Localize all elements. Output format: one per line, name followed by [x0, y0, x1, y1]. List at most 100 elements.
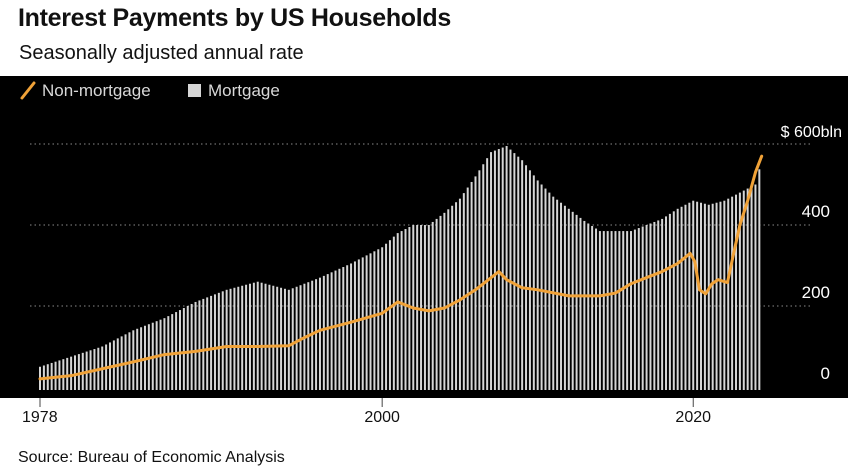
mortgage-bar [462, 193, 465, 390]
mortgage-bar [575, 214, 578, 391]
mortgage-bar [517, 156, 520, 390]
mortgage-bar [342, 267, 345, 390]
mortgage-bar [536, 180, 539, 390]
mortgage-bar [322, 275, 325, 390]
chart-title: Interest Payments by US Households [18, 4, 451, 32]
mortgage-bar [385, 243, 388, 390]
mortgage-bar [532, 175, 535, 390]
mortgage-bar [400, 231, 403, 390]
mortgage-bar [256, 281, 259, 390]
mortgage-bar [291, 288, 294, 390]
mortgage-bar [404, 229, 407, 390]
mortgage-bar [206, 297, 209, 390]
mortgage-bar [700, 202, 703, 390]
mortgage-bar [330, 272, 333, 390]
mortgage-bar [287, 289, 290, 390]
mortgage-bar [560, 202, 563, 390]
mortgage-bar [571, 211, 574, 390]
legend-swatch-mortgage [188, 84, 201, 97]
mortgage-bar [361, 257, 364, 390]
mortgage-bar [497, 149, 500, 390]
non-mortgage-series [38, 154, 764, 381]
mortgage-bar [350, 263, 353, 390]
mortgage-bar [486, 158, 489, 390]
mortgage-bar [595, 228, 598, 390]
x-tick-label-1978: 1978 [22, 409, 58, 426]
x-tick-label-2000: 2000 [364, 409, 400, 426]
mortgage-bar [610, 231, 613, 390]
mortgage-bar [213, 294, 216, 390]
mortgage-bar [696, 201, 699, 390]
mortgage-bar [754, 184, 757, 390]
mortgage-bar [742, 190, 745, 390]
mortgage-bar [377, 249, 380, 390]
mortgage-bar [326, 274, 329, 390]
mortgage-bar [513, 153, 516, 390]
mortgage-bar [190, 303, 193, 390]
mortgage-bar [490, 152, 493, 390]
mortgage-bar [447, 209, 450, 390]
mortgage-bar [268, 284, 271, 390]
mortgage-bar [455, 202, 458, 390]
mortgage-bar [521, 160, 524, 390]
mortgage-bar [540, 184, 543, 390]
mortgage-bar [408, 227, 411, 390]
mortgage-bar [435, 218, 438, 390]
mortgage-bar [633, 229, 636, 390]
mortgage-bar [618, 231, 621, 390]
legend-swatch-non-mortgage [20, 81, 36, 100]
mortgage-bar [260, 282, 263, 390]
mortgage-bar [587, 223, 590, 390]
mortgage-bar [626, 231, 629, 390]
mortgage-bar [431, 221, 434, 390]
mortgage-bar [396, 233, 399, 390]
mortgage-bar [182, 308, 185, 390]
mortgage-bar [369, 253, 372, 390]
non-mortgage-line [38, 154, 764, 381]
mortgage-bar [128, 332, 131, 390]
mortgage-bar [202, 298, 205, 390]
mortgage-bar [58, 360, 61, 390]
mortgage-bar [248, 283, 251, 390]
mortgage-bar [727, 198, 730, 390]
source-note: Source: Bureau of Economic Analysis [18, 449, 285, 466]
mortgage-bar [198, 300, 201, 390]
mortgage-bar [703, 203, 706, 390]
mortgage-bar [474, 176, 477, 390]
mortgage-bar [423, 225, 426, 390]
y-tick-label-0: 0 [821, 364, 830, 383]
mortgage-bar [723, 200, 726, 390]
mortgage-bar [346, 265, 349, 390]
mortgage-bar [657, 220, 660, 390]
mortgage-bar [388, 240, 391, 390]
mortgage-bar [528, 170, 531, 390]
mortgage-bar [563, 205, 566, 390]
mortgage-bar [735, 194, 738, 391]
mortgage-bar [373, 251, 376, 390]
mortgage-bar [353, 261, 356, 390]
mortgage-bar [579, 217, 582, 390]
mortgage-bar [221, 291, 224, 390]
mortgage-bar [299, 285, 302, 390]
mortgage-bar [731, 196, 734, 390]
mortgage-bar [591, 226, 594, 390]
mortgage-bar [338, 268, 341, 390]
mortgage-bar [622, 231, 625, 390]
mortgage-bar [653, 221, 656, 390]
mortgage-bar [715, 202, 718, 390]
mortgage-bar [641, 226, 644, 390]
mortgage-bar [672, 211, 675, 390]
x-tick-label-2020: 2020 [675, 409, 711, 426]
mortgage-bar [688, 202, 691, 390]
mortgage-bar [283, 288, 286, 390]
mortgage-bar [357, 259, 360, 390]
mortgage-bar [649, 223, 652, 390]
mortgage-bar [661, 218, 664, 390]
mortgage-bar [420, 225, 423, 390]
mortgage-bar [684, 204, 687, 390]
mortgage-bar [66, 357, 69, 390]
mortgage-bar [707, 204, 710, 390]
y-tick-label-200: 200 [802, 283, 830, 302]
mortgage-bar [583, 220, 586, 390]
mortgage-bar [509, 149, 512, 390]
